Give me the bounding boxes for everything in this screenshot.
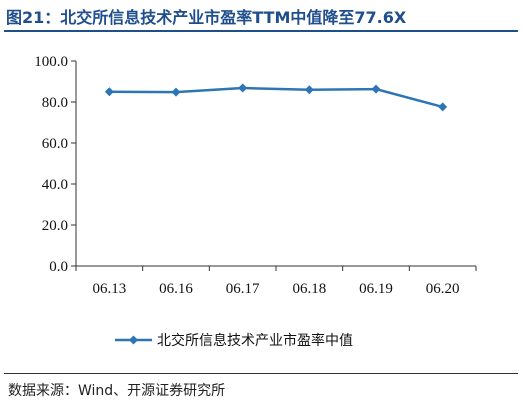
data-point-marker	[371, 84, 381, 94]
data-point-marker	[438, 102, 448, 112]
y-tick-label: 40.0	[42, 177, 68, 193]
title-rule	[4, 30, 518, 32]
chart-title: 图21：北交所信息技术产业市盈率TTM中值降至77.6X	[6, 8, 407, 27]
y-tick-label: 100.0	[34, 54, 68, 70]
data-point-marker	[238, 83, 248, 93]
y-axis: 0.0 20.0 40.0 60.0 80.0 100.0	[34, 54, 77, 275]
data-point-marker	[104, 87, 114, 97]
series-line	[109, 86, 443, 109]
source-rule	[4, 373, 518, 374]
legend: 北交所信息技术产业市盈率中值	[115, 332, 353, 349]
y-tick-label: 20.0	[42, 218, 68, 234]
x-tick-label: 06.17	[226, 281, 260, 297]
legend-label: 北交所信息技术产业市盈率中值	[157, 332, 353, 349]
y-tick-label: 60.0	[42, 136, 68, 152]
x-tick-label: 06.16	[159, 281, 193, 297]
x-tick-label: 06.18	[292, 281, 326, 297]
data-point-marker	[304, 85, 314, 95]
x-tick-label: 06.20	[426, 281, 460, 297]
x-tick-label: 06.13	[92, 281, 126, 297]
y-tick-label: 80.0	[42, 95, 68, 111]
series-layer	[104, 83, 448, 112]
source-note: 数据来源：Wind、开源证券研究所	[8, 383, 226, 399]
data-point-marker	[171, 87, 181, 97]
line-chart: 0.0 20.0 40.0 60.0 80.0 100.0 06.13 06.16 06.17…	[34, 54, 477, 349]
y-tick-label: 0.0	[49, 259, 68, 275]
x-axis: 06.13 06.16 06.17 06.18 06.19 06.20	[75, 265, 477, 297]
x-tick-label: 06.19	[359, 281, 393, 297]
legend-marker	[129, 335, 138, 345]
